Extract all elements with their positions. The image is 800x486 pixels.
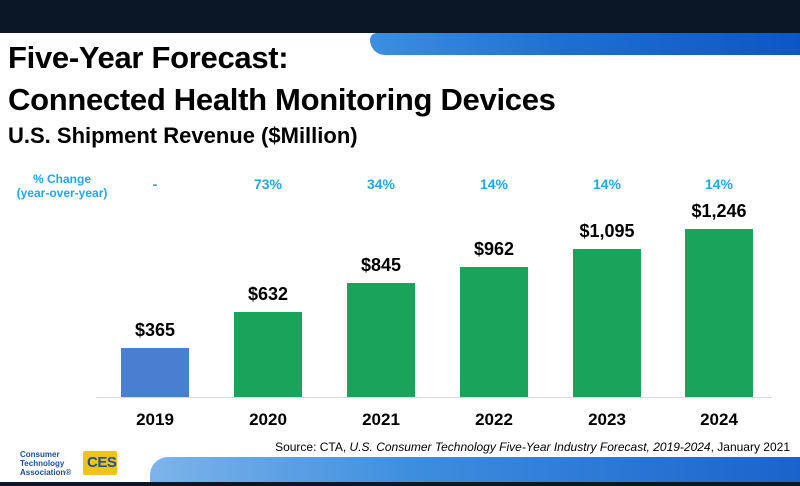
bar-2022: [460, 267, 528, 397]
x-tick-label-2024: 2024: [700, 410, 738, 429]
chart-title-line2: Connected Health Monitoring Devices: [8, 82, 556, 117]
top-accent-stripe: [370, 33, 800, 55]
pct-change-2023: 14%: [592, 176, 622, 192]
source-prefix: Source: CTA,: [275, 440, 350, 454]
pct-change-2024: 14%: [704, 176, 734, 192]
source-title: U.S. Consumer Technology Five-Year Indus…: [349, 440, 711, 454]
pct-change-2022: 14%: [479, 176, 509, 192]
pct-change-2019: -: [152, 176, 158, 192]
bar-2019: [121, 347, 189, 397]
bar-2021: [347, 282, 415, 397]
ces-logo: CES: [83, 451, 117, 475]
bar-value-label-2019: $365: [134, 319, 176, 340]
pct-change-label-line2: (year-over-year): [16, 186, 108, 200]
x-tick-label-2021: 2021: [362, 410, 400, 429]
logo-line-1: Consumer: [20, 450, 60, 459]
x-axis-line: [96, 397, 772, 398]
pct-change-label-line1: % Change: [32, 172, 91, 186]
source-note: Source: CTA, U.S. Consumer Technology Fi…: [275, 440, 790, 454]
bottom-accent-stripe: [150, 457, 800, 486]
x-tick-label-2020: 2020: [249, 410, 287, 429]
bottom-bar: [0, 482, 800, 486]
source-suffix: , January 2021: [710, 440, 790, 454]
chart-title-line1: Five-Year Forecast:: [8, 40, 289, 75]
ces-logo-text: CES: [87, 454, 117, 471]
bar-value-label-2023: $1,095: [579, 221, 635, 242]
bar-2024: [685, 228, 753, 397]
bar-2023: [573, 249, 641, 397]
bar-value-label-2022: $962: [473, 239, 515, 260]
pct-change-2020: 73%: [253, 176, 283, 192]
logo-line-3: Association®: [20, 468, 72, 477]
pct-change-label: % Change (year-over-year): [10, 172, 114, 200]
bar-value-label-2021: $845: [360, 254, 402, 275]
chart-subtitle: U.S. Shipment Revenue ($Million): [8, 123, 358, 148]
bar-2020: [234, 311, 302, 397]
logo-line-2: Technology: [20, 459, 65, 468]
pct-change-2021: 34%: [366, 176, 396, 192]
bar-value-label-2024: $1,246: [691, 200, 747, 221]
x-tick-label-2023: 2023: [588, 410, 626, 429]
x-tick-label-2022: 2022: [475, 410, 513, 429]
bar-value-label-2020: $632: [247, 283, 289, 304]
cta-logo-text: Consumer Technology Association®: [20, 450, 71, 477]
x-tick-label-2019: 2019: [136, 410, 174, 429]
top-banner: [0, 0, 800, 33]
